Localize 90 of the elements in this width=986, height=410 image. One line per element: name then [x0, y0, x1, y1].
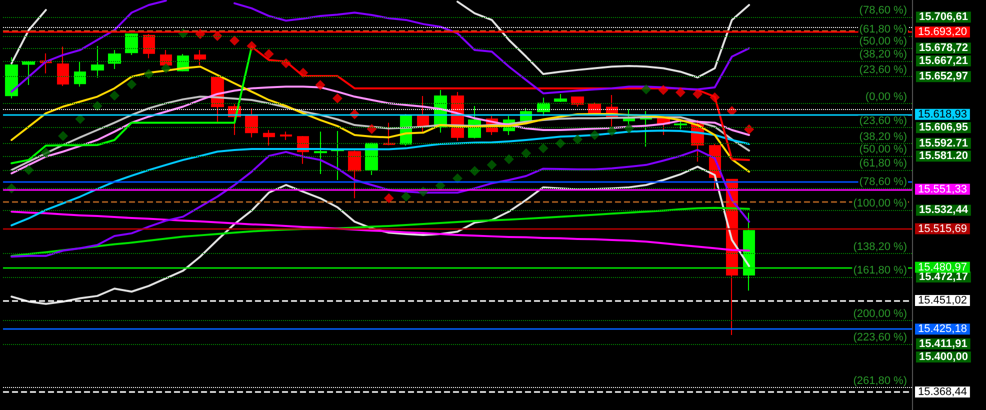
- candlestick: [554, 93, 567, 102]
- y-tick-label: 15.606,95: [919, 122, 968, 134]
- point: [92, 100, 102, 111]
- point: [452, 173, 462, 184]
- point: [264, 48, 274, 59]
- point: [744, 124, 754, 134]
- point: [555, 138, 566, 148]
- ref-line-label: 15.515,69: [918, 222, 967, 235]
- point: [246, 41, 257, 51]
- line-series: [10, 166, 750, 305]
- point: [401, 192, 412, 202]
- candlestick: [91, 46, 104, 78]
- ref-line-label: 15.368,44: [918, 386, 967, 398]
- point: [298, 68, 308, 78]
- point: [658, 85, 668, 96]
- point: [109, 90, 120, 101]
- candlestick: [383, 122, 395, 146]
- annotation: (0,00 %): [865, 90, 907, 103]
- y-tick-label: 15.678,72: [919, 42, 968, 54]
- y-tick-label: 15.532,44: [919, 204, 969, 216]
- candlestick: [194, 49, 206, 66]
- annotation: (61,80 %): [859, 24, 907, 36]
- point: [641, 84, 652, 94]
- point: [470, 166, 480, 176]
- annotation: (38,20 %): [859, 130, 907, 143]
- annotation: (100,00 %): [853, 198, 907, 210]
- line-series: [10, 148, 750, 258]
- point: [366, 124, 377, 134]
- point: [675, 87, 686, 98]
- point: [384, 193, 394, 204]
- ref-line-label: 15.618,93: [918, 108, 967, 120]
- annotation: (50,00 %): [859, 144, 907, 156]
- y-tick-label: 15.667,21: [919, 54, 968, 67]
- ref-line-label: 15.551,33: [918, 183, 967, 196]
- candlestick: [74, 61, 86, 88]
- point: [280, 58, 291, 68]
- annotation: (50,00 %): [859, 36, 907, 48]
- point: [230, 36, 240, 46]
- annotation: (23,60 %): [859, 64, 907, 76]
- point: [710, 92, 720, 102]
- annotation: (38,20 %): [859, 48, 907, 60]
- candlestick: [263, 130, 275, 146]
- point: [315, 80, 326, 90]
- point: [624, 123, 634, 134]
- annotation: (200,00 %): [853, 308, 907, 320]
- point: [332, 93, 342, 104]
- annotation: (138,20 %): [853, 240, 907, 253]
- point: [692, 88, 703, 99]
- annotation: (23,60 %): [859, 115, 907, 128]
- ref-line-label: 15.425,18: [918, 323, 967, 336]
- point: [486, 160, 497, 170]
- point: [504, 154, 514, 164]
- point: [144, 69, 154, 80]
- y-tick-label: 15.472,17: [919, 271, 968, 284]
- y-tick-label: 15.592.71: [919, 137, 968, 150]
- y-tick-label: 15.706,61: [919, 11, 968, 24]
- point: [58, 131, 68, 141]
- candlestick: [245, 108, 258, 138]
- point: [538, 143, 548, 154]
- point: [590, 130, 600, 140]
- candlestick: [348, 150, 361, 199]
- candlestick: [5, 56, 18, 99]
- annotation: (161,80 %): [853, 264, 907, 277]
- annotation: (78,60 %): [859, 176, 907, 188]
- candlestick: [125, 32, 138, 56]
- point: [521, 148, 532, 158]
- y-tick-label: 15.652,97: [919, 70, 968, 83]
- y-tick-label: 15.411,91: [919, 338, 968, 350]
- annotation: (78,60 %): [859, 4, 907, 17]
- point: [572, 134, 583, 144]
- candlestick: [57, 46, 69, 87]
- ref-line-label: 15.451,02: [918, 294, 967, 306]
- ref-line-label: 15.480,97: [918, 261, 967, 274]
- point: [606, 126, 617, 136]
- point: [126, 79, 137, 90]
- y-tick-label: 15.581.20: [919, 150, 968, 162]
- point: [75, 114, 86, 124]
- point: [24, 165, 34, 176]
- point: [160, 63, 171, 74]
- candlestick: [108, 49, 121, 70]
- point: [40, 148, 51, 158]
- annotation: (223,60 %): [853, 331, 907, 344]
- annotation: (261,80 %): [853, 374, 907, 387]
- candlestick: [280, 131, 292, 140]
- candlestick: [22, 60, 35, 86]
- candlestick: [571, 96, 584, 108]
- annotation: (61,80 %): [859, 158, 907, 170]
- y-tick-label: 15.400,00: [919, 351, 968, 364]
- candlestick: [314, 131, 327, 175]
- ref-line-label: 15.693,20: [918, 26, 967, 38]
